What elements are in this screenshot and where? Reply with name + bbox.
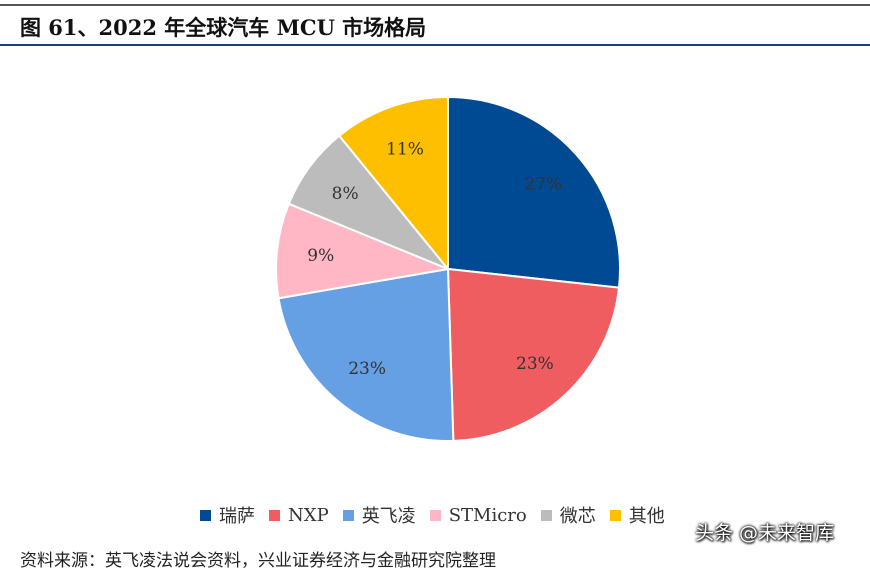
legend-swatch-3 bbox=[429, 509, 441, 521]
legend-swatch-5 bbox=[609, 509, 621, 521]
legend-item-1: NXP bbox=[269, 505, 329, 526]
legend-swatch-0 bbox=[200, 509, 211, 521]
slice-label-0: 27% bbox=[524, 175, 562, 195]
watermark: 头条 @未来智库 bbox=[695, 522, 835, 544]
slice-label-1: 23% bbox=[516, 354, 554, 374]
legend-swatch-4 bbox=[540, 509, 552, 521]
slice-label-3: 9% bbox=[307, 246, 334, 266]
pie-slice-5 bbox=[337, 95, 449, 272]
source-note: 资料来源：英飞凌法说会资料，兴业证券经济与金融研究院整理 bbox=[20, 551, 496, 571]
pie-slice-0 bbox=[447, 95, 621, 289]
legend-label-2: 英飞凌 bbox=[361, 506, 416, 527]
slice-label-5: 11% bbox=[386, 139, 424, 159]
pie-slice-1 bbox=[446, 267, 621, 442]
legend-item-3: STMicro bbox=[429, 504, 527, 526]
slice-label-2: 23% bbox=[348, 359, 386, 379]
chart-legend: 瑞萨 NXP 英飞凌 STMicro 微芯 其他 bbox=[200, 502, 679, 528]
legend-label-5: 其他 bbox=[628, 506, 665, 527]
title-underline bbox=[0, 44, 870, 46]
legend-label-1: NXP bbox=[288, 504, 329, 526]
legend-item-4: 微芯 bbox=[540, 502, 596, 528]
legend-label-0: 瑞萨 bbox=[219, 506, 255, 527]
pie-slice-3 bbox=[275, 202, 452, 300]
legend-swatch-2 bbox=[342, 509, 354, 521]
legend-item-0: 瑞萨 bbox=[200, 502, 255, 528]
legend-label-4: 微芯 bbox=[559, 506, 596, 527]
pie-slice-2 bbox=[277, 267, 455, 442]
figure-title: 图 61、2022 年全球汽车 MCU 市场格局 bbox=[20, 15, 427, 40]
pie-chart: 27% 23% 23% 9% 8% 11% bbox=[275, 95, 621, 442]
legend-item-2: 英飞凌 bbox=[342, 502, 416, 528]
top-border bbox=[0, 4, 870, 6]
legend-label-3: STMicro bbox=[448, 504, 527, 526]
legend-item-5: 其他 bbox=[609, 502, 665, 528]
legend-swatch-1 bbox=[269, 509, 280, 521]
slice-label-4: 8% bbox=[332, 184, 359, 204]
